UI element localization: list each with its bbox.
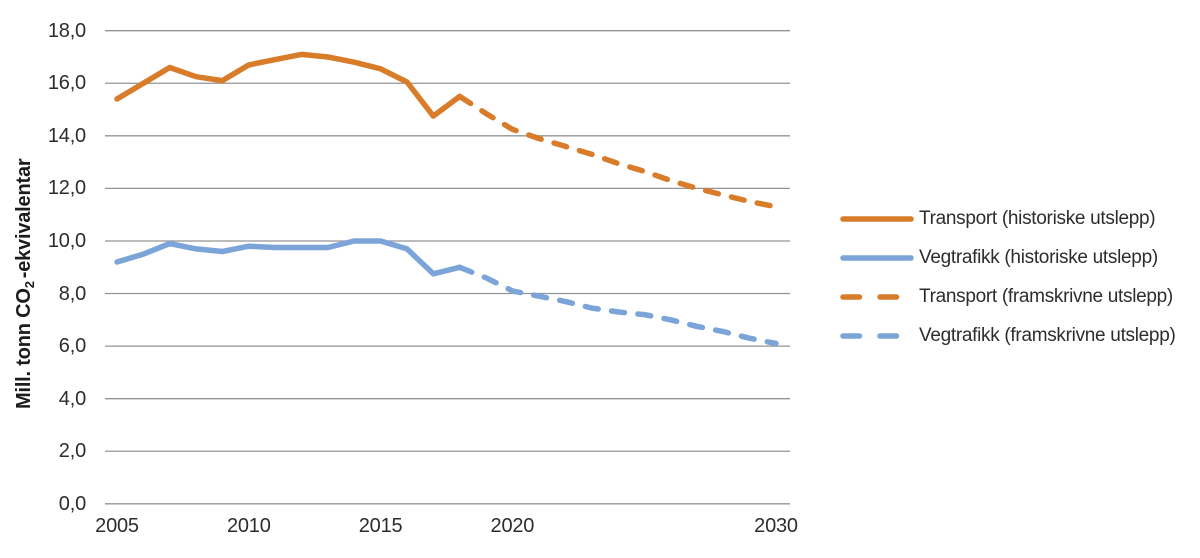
y-axis-title-suffix: -ekvivalentar bbox=[13, 158, 35, 279]
y-axis-title-subscript: 2 bbox=[22, 281, 37, 289]
y-axis-tick-label-16: 16,0 bbox=[47, 72, 86, 95]
y-axis-title: Mill. tonn CO2 -ekvivalentar bbox=[13, 159, 37, 409]
chart-legend: Transport (historiske utslepp) Vegtrafikk… bbox=[840, 206, 1176, 362]
legend-label-vegtrafikk-historical: Vegtrafikk (historiske utslepp) bbox=[919, 247, 1158, 268]
y-axis-title-prefix: Mill. tonn CO bbox=[13, 288, 35, 409]
x-axis-tick-label-2005: 2005 bbox=[95, 515, 139, 537]
legend-line-swatch-vegtrafikk-historical bbox=[840, 255, 914, 261]
legend-item-transport-historical: Transport (historiske utslepp) bbox=[840, 206, 1176, 232]
x-axis-tick-label-2015: 2015 bbox=[358, 515, 403, 537]
legend-item-transport-projected: Transport (framskrivne utslepp) bbox=[840, 284, 1176, 310]
y-axis-tick-label-10: 10,0 bbox=[47, 229, 86, 252]
y-axis-tick-label-8: 8,0 bbox=[58, 282, 86, 305]
x-axis-tick-label-2010: 2010 bbox=[226, 515, 271, 537]
y-axis-tick-label-12: 12,0 bbox=[47, 177, 86, 200]
series-line-vegtrafikk-projected bbox=[456, 264, 779, 347]
legend-item-vegtrafikk-projected: Vegtrafikk (framskrivne utslepp) bbox=[840, 323, 1176, 349]
y-axis-tick-label-0: 0,0 bbox=[58, 492, 86, 515]
x-axis-tick-label-2030: 2030 bbox=[754, 515, 798, 537]
legend-line-swatch-transport-projected bbox=[840, 294, 900, 300]
legend-label-vegtrafikk-projected: Vegtrafikk (framskrivne utslepp) bbox=[919, 325, 1176, 346]
series-line-vegtrafikk-historical bbox=[114, 238, 463, 277]
y-axis-tick-label-14: 14,0 bbox=[47, 124, 86, 147]
y-axis-tick-label-6: 6,0 bbox=[58, 335, 86, 358]
x-axis-tick-label-2020: 2020 bbox=[490, 515, 535, 537]
legend-line-swatch-transport-historical bbox=[840, 216, 914, 222]
series-line-transport-projected bbox=[456, 93, 779, 210]
series-line-transport-historical bbox=[114, 51, 463, 119]
legend-line-swatch-vegtrafikk-projected bbox=[840, 333, 900, 339]
legend-label-transport-historical: Transport (historiske utslepp) bbox=[919, 208, 1156, 229]
y-axis-tick-label-18: 18,0 bbox=[47, 19, 86, 42]
y-axis-tick-label-4: 4,0 bbox=[58, 387, 86, 410]
legend-item-vegtrafikk-historical: Vegtrafikk (historiske utslepp) bbox=[840, 245, 1176, 271]
y-axis-tick-label-2: 2,0 bbox=[58, 440, 86, 463]
legend-label-transport-projected: Transport (framskrivne utslepp) bbox=[919, 286, 1173, 307]
